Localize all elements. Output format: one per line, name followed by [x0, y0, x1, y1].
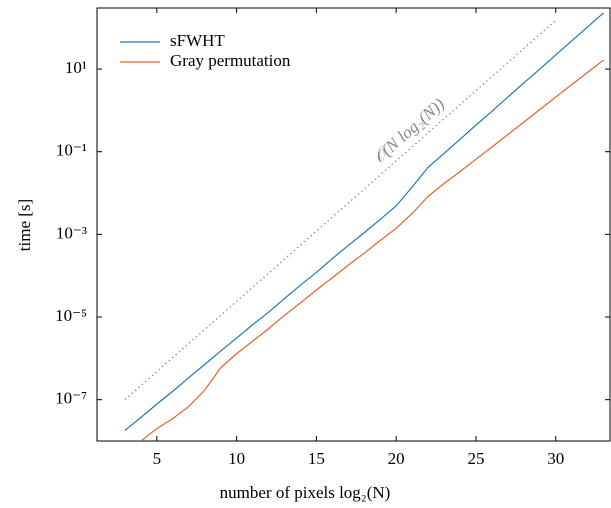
x-tick-label: 5: [153, 449, 162, 468]
plot-frame: [96, 7, 611, 442]
legend-label: sFWHT: [170, 31, 225, 50]
reference-label: 𝒪(N log₂(N)): [370, 94, 449, 167]
y-tick-label: 10⁻⁷: [55, 389, 87, 408]
x-axis-label: number of pixels log₂(N): [220, 483, 391, 502]
x-tick-label: 25: [467, 449, 484, 468]
y-tick-label: 10¹: [65, 58, 87, 77]
y-tick-label: 10⁻³: [56, 223, 87, 242]
x-tick-label: 10: [228, 449, 245, 468]
y-tick-label: 10⁻¹: [56, 141, 87, 160]
x-tick-label: 30: [547, 449, 564, 468]
legend-label: Gray permutation: [170, 51, 291, 70]
series-line: [124, 12, 605, 431]
y-axis-label: time [s]: [15, 199, 34, 251]
x-tick-label: 20: [388, 449, 405, 468]
y-tick-label: 10⁻⁵: [55, 306, 87, 325]
series-line: [140, 59, 604, 441]
reference-line: [124, 19, 557, 401]
x-tick-label: 15: [308, 449, 325, 468]
